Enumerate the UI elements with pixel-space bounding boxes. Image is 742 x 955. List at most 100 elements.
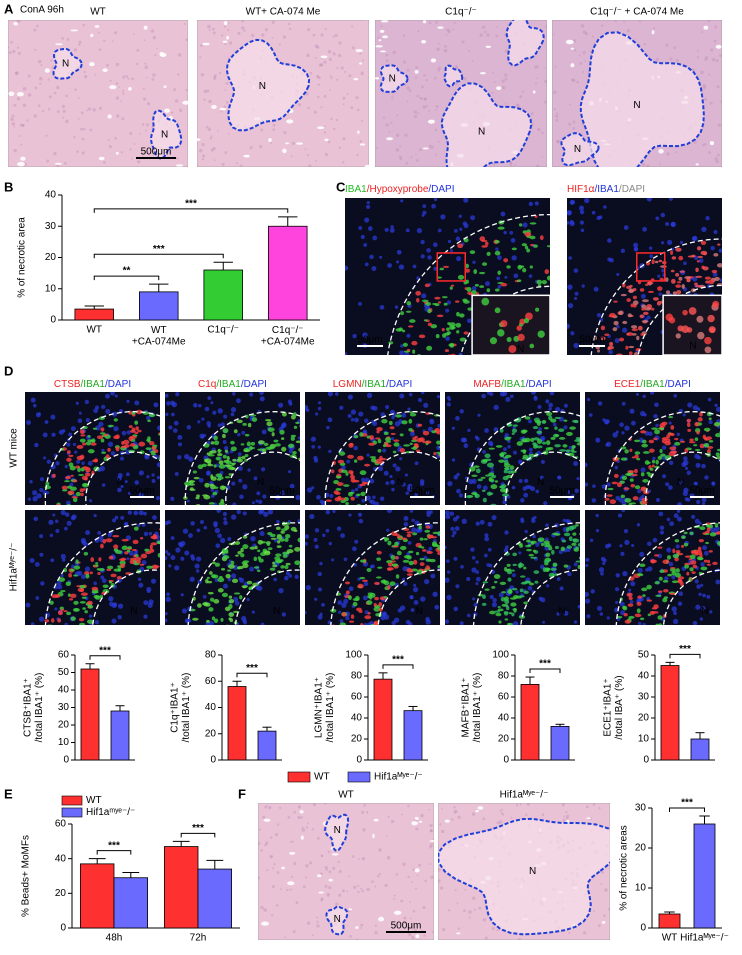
signal (579, 532, 586, 535)
bar (111, 711, 129, 760)
signal (632, 370, 637, 373)
nucleus (97, 531, 101, 535)
nucleus (564, 404, 568, 408)
signal (299, 424, 303, 429)
nucleus (152, 515, 157, 520)
nucleus (677, 517, 682, 522)
signal (212, 505, 219, 508)
speck (355, 96, 358, 99)
vessel (658, 149, 663, 154)
nucleus (164, 521, 168, 525)
signal (387, 541, 391, 546)
vessel (45, 68, 50, 72)
signal (658, 623, 662, 628)
speck (562, 819, 565, 822)
speck (492, 927, 495, 930)
signal (150, 545, 153, 550)
column-title-part: /IBA1 (640, 379, 665, 390)
nucleus (174, 565, 179, 570)
signal (621, 504, 627, 506)
nucleus (112, 619, 117, 624)
signal (551, 550, 555, 555)
speck (700, 71, 703, 74)
speck (82, 151, 85, 154)
inset-cell (676, 333, 681, 338)
nucleus (421, 391, 424, 394)
nucleus (702, 545, 707, 550)
nucleus (456, 473, 459, 476)
signal (510, 602, 516, 606)
signal (87, 630, 92, 634)
speck (330, 118, 332, 120)
signal (628, 288, 633, 293)
speck (439, 823, 441, 825)
vessel (421, 40, 426, 43)
nucleus (484, 554, 488, 558)
nucleus (685, 467, 688, 470)
signal (707, 560, 710, 564)
nucleus (223, 512, 227, 516)
nucleus (309, 514, 314, 519)
signal (714, 422, 720, 426)
signal (235, 555, 239, 557)
nucleus (168, 425, 172, 429)
signal (424, 530, 430, 533)
signal (265, 419, 271, 421)
speck (375, 924, 377, 926)
signal (528, 544, 531, 546)
signal (160, 437, 166, 439)
signal (605, 498, 610, 501)
speck (409, 89, 412, 92)
nucleus (311, 437, 316, 442)
signal (50, 638, 55, 642)
nucleus (660, 530, 664, 534)
signal (62, 633, 68, 636)
signal (412, 350, 415, 354)
speck (315, 57, 317, 59)
signal (62, 486, 68, 490)
signal (564, 533, 570, 537)
nucleus (386, 529, 389, 532)
signal (68, 573, 72, 577)
speck (129, 148, 131, 150)
nucleus (668, 485, 673, 490)
signal (275, 443, 281, 447)
speck (270, 855, 273, 858)
speck (505, 103, 507, 105)
signal (353, 627, 356, 632)
signal (338, 460, 344, 464)
nucleus (519, 479, 523, 483)
signal (68, 455, 73, 457)
nucleus (647, 196, 652, 201)
nucleus (432, 592, 437, 597)
nucleus (153, 402, 158, 407)
signal (622, 321, 627, 324)
signal (410, 411, 413, 413)
signal (575, 524, 579, 526)
signal (245, 434, 250, 437)
speck (325, 153, 328, 156)
speck (227, 29, 229, 31)
signal (209, 571, 213, 575)
speck (310, 72, 313, 75)
speck (328, 141, 330, 143)
vessel (445, 820, 450, 823)
signal (621, 495, 625, 498)
signal (422, 300, 429, 302)
nucleus (232, 502, 236, 506)
nucleus (535, 490, 539, 494)
speck (221, 163, 224, 166)
nucleus (188, 457, 193, 462)
significance-label: *** (185, 199, 197, 210)
nucleus (242, 619, 247, 624)
signal (336, 476, 341, 479)
nucleus (407, 407, 410, 410)
nucleus (532, 535, 536, 539)
signal (630, 502, 636, 504)
speck (593, 43, 595, 45)
nucleus (694, 454, 699, 459)
signal (642, 440, 646, 444)
speck (479, 33, 482, 36)
speck (314, 111, 317, 114)
speck (554, 66, 556, 68)
